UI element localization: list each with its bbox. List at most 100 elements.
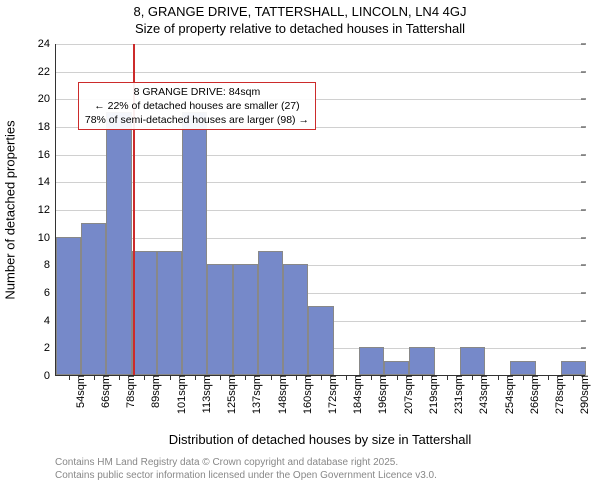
x-tick-label: 290sqm — [577, 375, 591, 414]
y-tick-label: 22 — [38, 66, 56, 78]
x-tick-label: 254sqm — [502, 375, 516, 414]
y-tick-label: 2 — [44, 342, 56, 354]
x-tick-mark — [523, 375, 524, 380]
histogram-bar — [81, 223, 106, 375]
footer-text: Contains HM Land Registry data © Crown c… — [55, 456, 437, 482]
y-tick-mark — [581, 154, 586, 155]
x-tick-label: 278sqm — [552, 375, 566, 414]
x-tick-mark — [94, 375, 95, 380]
histogram-bar — [106, 112, 131, 375]
y-tick-mark — [581, 127, 586, 128]
x-tick-mark — [69, 375, 70, 380]
x-tick-label: 78sqm — [123, 375, 137, 408]
y-tick-label: 14 — [38, 176, 56, 188]
plot-area: 02468101214161820222454sqm66sqm78sqm89sq… — [55, 44, 585, 376]
y-tick-mark — [581, 44, 586, 45]
gridline-h — [56, 155, 585, 156]
x-tick-label: 231sqm — [451, 375, 465, 414]
x-tick-label: 89sqm — [148, 375, 162, 408]
y-tick-mark — [581, 99, 586, 100]
x-tick-mark — [498, 375, 499, 380]
y-tick-label: 8 — [44, 259, 56, 271]
x-tick-label: 243sqm — [476, 375, 490, 414]
chart-title: 8, GRANGE DRIVE, TATTERSHALL, LINCOLN, L… — [0, 4, 600, 38]
annotation-box: 8 GRANGE DRIVE: 84sqm← 22% of detached h… — [78, 82, 316, 131]
x-tick-mark — [371, 375, 372, 380]
chart-container: 8, GRANGE DRIVE, TATTERSHALL, LINCOLN, L… — [0, 0, 600, 500]
gridline-h — [56, 238, 585, 239]
annotation-line-1: 8 GRANGE DRIVE: 84sqm — [85, 85, 309, 99]
histogram-bar — [460, 347, 485, 375]
x-tick-mark — [170, 375, 171, 380]
histogram-bar — [157, 251, 182, 376]
x-tick-label: 66sqm — [98, 375, 112, 408]
y-tick-label: 24 — [38, 38, 56, 50]
x-tick-label: 148sqm — [275, 375, 289, 414]
y-tick-mark — [581, 293, 586, 294]
histogram-bar — [510, 361, 535, 375]
x-tick-mark — [271, 375, 272, 380]
x-tick-mark — [296, 375, 297, 380]
y-tick-mark — [581, 265, 586, 266]
x-tick-label: 113sqm — [199, 375, 213, 413]
y-tick-mark — [581, 348, 586, 349]
histogram-bar — [132, 251, 157, 376]
y-tick-mark — [581, 320, 586, 321]
y-tick-label: 0 — [44, 370, 56, 382]
gridline-h — [56, 72, 585, 73]
x-tick-mark — [422, 375, 423, 380]
x-tick-mark — [548, 375, 549, 380]
x-tick-label: 172sqm — [325, 375, 339, 414]
x-tick-mark — [472, 375, 473, 380]
histogram-bar — [56, 237, 81, 375]
x-tick-label: 137sqm — [249, 375, 263, 414]
x-tick-label: 54sqm — [73, 375, 87, 408]
y-tick-label: 6 — [44, 287, 56, 299]
gridline-h — [56, 182, 585, 183]
y-tick-mark — [581, 182, 586, 183]
y-tick-label: 4 — [44, 315, 56, 327]
y-tick-label: 20 — [38, 93, 56, 105]
histogram-bar — [283, 264, 308, 375]
x-tick-label: 196sqm — [375, 375, 389, 414]
histogram-bar — [182, 112, 207, 375]
y-tick-label: 10 — [38, 232, 56, 244]
x-axis-label: Distribution of detached houses by size … — [55, 432, 585, 447]
y-tick-mark — [581, 71, 586, 72]
gridline-h — [56, 44, 585, 45]
histogram-bar — [561, 361, 586, 375]
x-tick-label: 184sqm — [350, 375, 364, 414]
histogram-bar — [308, 306, 333, 375]
x-tick-label: 125sqm — [224, 375, 238, 414]
histogram-bar — [233, 264, 258, 375]
histogram-bar — [409, 347, 434, 375]
y-tick-mark — [581, 237, 586, 238]
gridline-h — [56, 210, 585, 211]
x-tick-mark — [321, 375, 322, 380]
x-tick-mark — [397, 375, 398, 380]
y-tick-mark — [581, 210, 586, 211]
x-tick-mark — [119, 375, 120, 380]
x-tick-mark — [346, 375, 347, 380]
x-tick-label: 160sqm — [300, 375, 314, 414]
x-tick-mark — [573, 375, 574, 380]
x-tick-label: 266sqm — [527, 375, 541, 414]
x-tick-label: 219sqm — [426, 375, 440, 414]
title-line-2: Size of property relative to detached ho… — [0, 21, 600, 38]
x-tick-mark — [245, 375, 246, 380]
annotation-line-2: ← 22% of detached houses are smaller (27… — [85, 99, 309, 113]
annotation-line-3: 78% of semi-detached houses are larger (… — [85, 113, 309, 127]
x-tick-mark — [220, 375, 221, 380]
x-tick-mark — [195, 375, 196, 380]
histogram-bar — [384, 361, 409, 375]
histogram-bar — [359, 347, 384, 375]
x-tick-mark — [144, 375, 145, 380]
footer-line-2: Contains public sector information licen… — [55, 469, 437, 482]
y-tick-label: 12 — [38, 204, 56, 216]
y-tick-label: 18 — [38, 121, 56, 133]
title-line-1: 8, GRANGE DRIVE, TATTERSHALL, LINCOLN, L… — [0, 4, 600, 21]
x-tick-label: 101sqm — [174, 375, 188, 414]
footer-line-1: Contains HM Land Registry data © Crown c… — [55, 456, 437, 469]
y-axis-label: Number of detached properties — [3, 120, 18, 299]
y-tick-label: 16 — [38, 149, 56, 161]
